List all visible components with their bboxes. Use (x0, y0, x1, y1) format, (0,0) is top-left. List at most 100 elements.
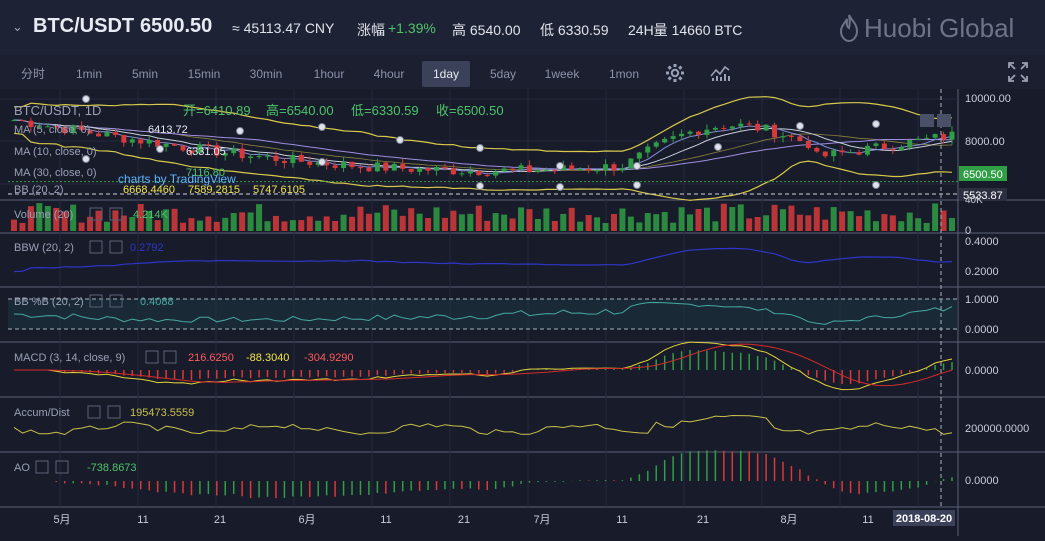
volume-bar (53, 207, 60, 231)
volume-bar (518, 207, 525, 231)
volume-bar (78, 222, 85, 231)
candle-body (763, 124, 769, 131)
volume-bar (391, 209, 398, 231)
price-tick: 10000.00 (965, 93, 1011, 105)
volume-bar (332, 220, 339, 231)
macd-value: 216.6250 (188, 352, 234, 364)
volume-bar (703, 207, 710, 231)
timeframe-1day[interactable]: 1day (422, 61, 470, 87)
bb-legend-name: BB (20, 2) (14, 184, 64, 196)
candle-body (915, 138, 921, 141)
last-price-tag-text: 6500.50 (963, 169, 1003, 181)
low-price: 低 6330.59 (540, 22, 609, 38)
volume-bar (36, 203, 43, 231)
ma-legend-value: 7116.80 (186, 167, 225, 179)
volume-bar (805, 215, 812, 231)
drawing-handle (82, 95, 90, 103)
volume-bar (560, 213, 567, 231)
volume-bar (746, 218, 753, 231)
panel-label: Volume (20) (14, 209, 73, 221)
volume-bar (889, 215, 896, 231)
timeframe-5min[interactable]: 5min (131, 67, 158, 81)
x-axis-label: 6月 (298, 514, 315, 526)
volume-bar (95, 210, 102, 231)
volume-bar (847, 211, 854, 231)
ao-tick: 0.0000 (965, 475, 999, 487)
panel-close-icon (107, 405, 121, 419)
candle-body (594, 170, 600, 172)
candle-body (890, 149, 896, 151)
timeframe-30min[interactable]: 30min (249, 67, 283, 81)
volume-bar (526, 209, 533, 231)
volume-bar (915, 218, 922, 231)
volume-bar (636, 222, 643, 231)
huobi-logo (838, 14, 860, 47)
candle-body (611, 164, 617, 171)
candle-body (856, 152, 862, 155)
timeframe-4hour[interactable]: 4hour (373, 67, 405, 81)
current-date-tag (893, 510, 955, 526)
tradingview-watermark: charts by TradingView (118, 172, 236, 186)
candle-body (87, 130, 93, 134)
candle-body (653, 142, 659, 147)
volume-bar (27, 206, 34, 231)
cny-price: ≈ 45113.47 CNY (232, 20, 335, 36)
timeframe-15min[interactable]: 15min (187, 67, 221, 81)
volume-bar (281, 221, 288, 231)
timeframe-分时[interactable]: 分时 (20, 67, 45, 81)
volume-bar (737, 204, 744, 231)
volume-bar (534, 218, 541, 231)
candle-body (281, 160, 287, 164)
volume-bar (349, 216, 356, 231)
x-axis-label: 11 (380, 514, 391, 526)
timeframe-1min[interactable]: 1min (75, 67, 102, 81)
candle-body (400, 163, 406, 169)
volume-bar (213, 221, 220, 231)
volume-bar (450, 210, 457, 231)
candle-body (290, 154, 296, 164)
volume-value: 4.214K (133, 209, 169, 221)
drawing-handle (714, 143, 722, 151)
fullscreen-icon[interactable] (1008, 62, 1028, 87)
candle-body (459, 173, 465, 175)
candle-body (881, 143, 887, 150)
volume-bar (653, 214, 660, 231)
volume-bar (856, 216, 863, 231)
trading-chart[interactable]: BTC/USDT, 1D 开=6410.89 高=6540.00 低=6330.59 收… (0, 89, 1045, 536)
candle-body (493, 171, 499, 176)
candle-body (712, 127, 718, 130)
volume-bar (154, 220, 161, 231)
bbp-value: 0.4088 (140, 296, 174, 308)
pair-dropdown-icon[interactable]: ⌄ (12, 19, 23, 34)
timeframe-5day[interactable]: 5day (489, 67, 517, 81)
indicators-chart-icon[interactable] (710, 64, 730, 87)
candle-body (349, 161, 355, 168)
pair-name[interactable]: BTC/USDT (33, 15, 135, 37)
volume-bar (205, 216, 212, 231)
timeframe-1hour[interactable]: 1hour (313, 67, 345, 81)
volume-bar (188, 218, 195, 231)
volume-bar (949, 218, 955, 231)
volume-tick: 40K (965, 195, 983, 206)
candle-body (138, 139, 144, 144)
x-axis-label: 21 (458, 514, 470, 526)
chart-canvas[interactable]: BTC/USDT, 1D 开=6410.89 高=6540.00 低=6330.59 收… (0, 89, 1045, 536)
ohlc-open: 开=6410.89 (183, 103, 251, 118)
candle-body (188, 150, 194, 153)
candle-body (695, 131, 701, 135)
volume-bar (475, 205, 482, 231)
candle-body (526, 165, 532, 173)
bbp-tick: 0.0000 (965, 324, 999, 336)
settings-gear-icon[interactable] (665, 63, 685, 88)
ma30-line (13, 119, 953, 171)
volume-bar (822, 219, 829, 231)
candle-body (146, 139, 152, 144)
volume-bar (399, 215, 406, 231)
candle-body (357, 167, 363, 169)
candle-body (949, 131, 955, 140)
candle-body (864, 145, 870, 155)
timeframe-1mon[interactable]: 1mon (608, 67, 640, 81)
drawing-handle (318, 158, 326, 166)
timeframe-1week[interactable]: 1week (544, 67, 580, 81)
candle-body (628, 158, 634, 169)
